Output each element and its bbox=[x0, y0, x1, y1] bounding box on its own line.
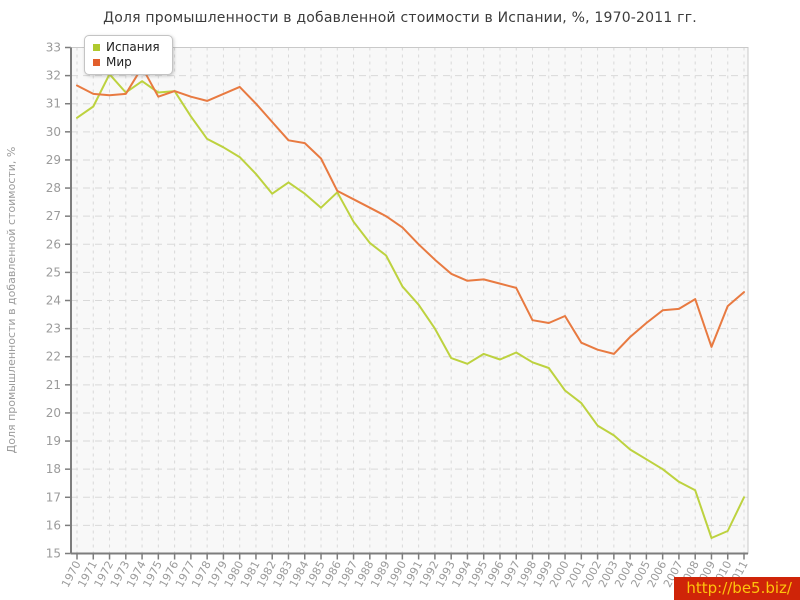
y-tick-label: 18 bbox=[46, 462, 61, 476]
legend-swatch-world bbox=[93, 59, 100, 66]
y-tick-label: 29 bbox=[46, 153, 61, 167]
legend-label-world: Мир bbox=[106, 55, 132, 69]
legend-item-world: Мир bbox=[93, 55, 160, 70]
y-tick-label: 33 bbox=[46, 41, 61, 55]
spain-series-line bbox=[76, 73, 745, 539]
y-tick-label: 20 bbox=[46, 406, 61, 420]
y-tick-label: 24 bbox=[46, 294, 61, 308]
y-tick-label: 30 bbox=[46, 125, 61, 139]
y-tick-label: 22 bbox=[46, 350, 61, 364]
y-tick-label: 19 bbox=[46, 434, 61, 448]
y-tick-label: 26 bbox=[46, 237, 61, 251]
y-tick-label: 28 bbox=[46, 181, 61, 195]
watermark-link[interactable]: http://be5.biz/ bbox=[674, 577, 800, 600]
y-tick-label: 31 bbox=[46, 97, 61, 111]
y-tick-label: 27 bbox=[46, 209, 61, 223]
legend: Испания Мир bbox=[84, 35, 173, 75]
y-tick-label: 23 bbox=[46, 322, 61, 336]
y-tick-label: 25 bbox=[46, 265, 61, 279]
y-tick-label: 17 bbox=[46, 490, 61, 504]
legend-label-spain: Испания bbox=[106, 40, 160, 54]
chart-title: Доля промышленности в добавленной стоимо… bbox=[103, 10, 697, 26]
world-series-line bbox=[76, 66, 745, 355]
y-tick-label: 32 bbox=[46, 69, 61, 83]
y-tick-label: 21 bbox=[46, 378, 61, 392]
legend-swatch-spain bbox=[93, 44, 100, 51]
legend-item-spain: Испания bbox=[93, 40, 160, 55]
y-tick-label: 15 bbox=[46, 547, 61, 561]
y-axis-title: Доля промышленности в добавленной стоимо… bbox=[5, 147, 18, 454]
y-tick-label: 16 bbox=[46, 518, 61, 532]
